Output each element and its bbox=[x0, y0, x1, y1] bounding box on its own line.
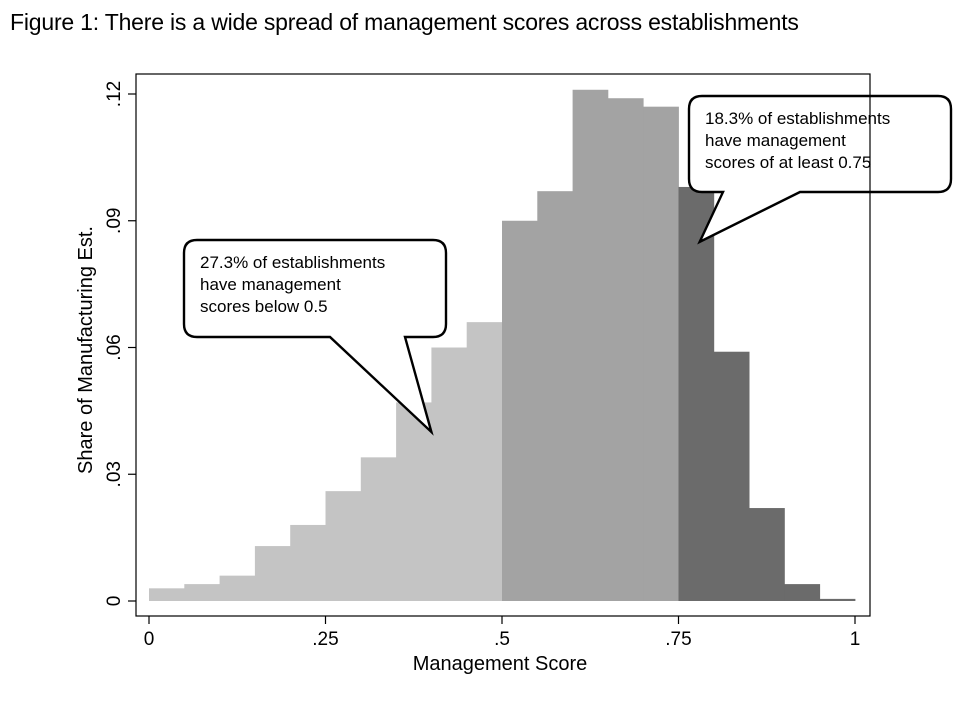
y-tick-label: .03 bbox=[104, 461, 125, 487]
histogram-bar bbox=[819, 598, 856, 601]
histogram-bar bbox=[572, 89, 609, 602]
histogram-bar bbox=[537, 191, 573, 602]
x-tick-label: .75 bbox=[665, 629, 691, 650]
histogram-bar bbox=[184, 584, 220, 601]
histogram-bar bbox=[254, 546, 291, 601]
callout-bubbles bbox=[182, 94, 953, 436]
histogram-bar bbox=[678, 186, 715, 601]
x-axis-title: Management Score bbox=[413, 653, 588, 675]
histogram-bar bbox=[607, 98, 644, 601]
histogram-bar bbox=[502, 220, 538, 601]
x-tick-label: .5 bbox=[494, 629, 510, 650]
histogram-bar bbox=[643, 106, 679, 602]
histogram-bar bbox=[290, 524, 326, 601]
figure-title: Figure 1: There is a wide spread of mana… bbox=[10, 9, 799, 35]
histogram-bar bbox=[360, 457, 397, 601]
x-tick-label: .25 bbox=[312, 629, 338, 650]
y-axis: 0 .03 .06 .09 .12 bbox=[104, 81, 136, 607]
y-tick-label: .12 bbox=[104, 81, 125, 107]
callout-bubble bbox=[687, 94, 953, 245]
callout-bubble bbox=[182, 238, 448, 436]
callout-text-below-half: 27.3% of establishments have management … bbox=[200, 253, 386, 316]
y-tick-label: .06 bbox=[104, 334, 125, 360]
x-tick-label: 0 bbox=[144, 629, 155, 650]
histogram-bar bbox=[219, 575, 256, 601]
callout-text-above-075: 18.3% of establishments have management … bbox=[705, 109, 891, 172]
histogram-bar bbox=[713, 351, 750, 601]
y-tick-label: .09 bbox=[104, 208, 125, 234]
plot-frame bbox=[135, 73, 871, 617]
histogram-bar bbox=[749, 508, 785, 601]
y-tick-label: 0 bbox=[104, 596, 125, 607]
x-tick-label: 1 bbox=[850, 629, 861, 650]
y-axis-title: Share of Manufacturing Est. bbox=[75, 226, 97, 474]
histogram-bar bbox=[431, 347, 468, 601]
histogram-bar bbox=[396, 402, 432, 601]
histogram-bars bbox=[149, 89, 856, 602]
histogram-bar bbox=[466, 322, 503, 601]
histogram-bar bbox=[784, 584, 821, 601]
histogram-bar bbox=[325, 491, 362, 601]
histogram-bar bbox=[149, 588, 185, 601]
x-axis: 0 .25 .5 .75 1 bbox=[144, 616, 861, 650]
